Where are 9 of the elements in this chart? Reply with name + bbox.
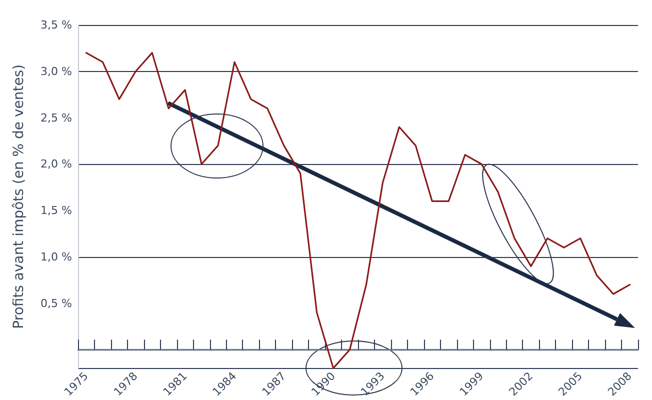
y-tick-label: 3,0 % — [40, 64, 72, 78]
y-tick-label: 1,0 % — [40, 250, 72, 264]
y-tick-label: 0,5 % — [40, 296, 72, 310]
y-tick-label: 1,5 % — [40, 204, 72, 218]
y-axis-title: Profits avant impôts (en % de ventes) — [11, 64, 27, 329]
line-series — [85, 52, 631, 369]
y-tick-label: 2,5 % — [40, 111, 72, 124]
y-tick-label: 2,0 % — [40, 158, 72, 171]
y-tick-label: 3,5 % — [40, 18, 72, 32]
